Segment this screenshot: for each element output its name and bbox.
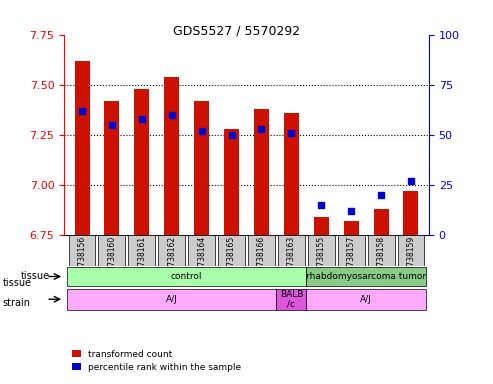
Bar xyxy=(403,190,419,235)
Bar xyxy=(74,61,90,235)
Bar xyxy=(105,101,119,235)
FancyBboxPatch shape xyxy=(188,235,215,266)
Bar xyxy=(314,217,329,235)
Bar xyxy=(135,89,149,235)
Text: GSM738162: GSM738162 xyxy=(167,236,176,282)
Text: tissue: tissue xyxy=(2,278,32,288)
FancyBboxPatch shape xyxy=(67,266,306,286)
FancyBboxPatch shape xyxy=(248,235,275,266)
Text: rhabdomyosarcoma tumor: rhabdomyosarcoma tumor xyxy=(306,272,426,281)
Text: A/J: A/J xyxy=(166,295,177,304)
Text: tissue: tissue xyxy=(20,271,49,281)
Bar xyxy=(164,76,179,235)
Text: GSM738161: GSM738161 xyxy=(138,236,146,282)
FancyBboxPatch shape xyxy=(306,289,426,310)
FancyBboxPatch shape xyxy=(158,235,185,266)
Text: GSM738164: GSM738164 xyxy=(197,236,206,283)
FancyBboxPatch shape xyxy=(338,235,365,266)
FancyBboxPatch shape xyxy=(278,235,305,266)
Bar xyxy=(284,113,299,235)
Text: GSM738163: GSM738163 xyxy=(287,236,296,283)
FancyBboxPatch shape xyxy=(368,235,394,266)
Text: GSM738160: GSM738160 xyxy=(107,236,116,283)
FancyBboxPatch shape xyxy=(99,235,125,266)
Text: GSM738166: GSM738166 xyxy=(257,236,266,283)
FancyBboxPatch shape xyxy=(67,289,277,310)
FancyBboxPatch shape xyxy=(308,235,335,266)
FancyBboxPatch shape xyxy=(397,235,424,266)
Text: control: control xyxy=(171,272,203,281)
FancyBboxPatch shape xyxy=(306,266,426,286)
Text: GSM738158: GSM738158 xyxy=(377,236,386,282)
Bar xyxy=(374,209,388,235)
FancyBboxPatch shape xyxy=(218,235,245,266)
Bar xyxy=(194,101,209,235)
Text: GSM738156: GSM738156 xyxy=(77,236,87,283)
Text: BALB
/c: BALB /c xyxy=(280,290,303,309)
Legend: transformed count, percentile rank within the sample: transformed count, percentile rank withi… xyxy=(69,346,245,376)
Text: GDS5527 / 5570292: GDS5527 / 5570292 xyxy=(173,25,300,38)
Bar xyxy=(254,109,269,235)
Text: GSM738165: GSM738165 xyxy=(227,236,236,283)
Bar xyxy=(224,129,239,235)
FancyBboxPatch shape xyxy=(128,235,155,266)
FancyBboxPatch shape xyxy=(69,235,96,266)
Text: GSM738159: GSM738159 xyxy=(406,236,416,283)
Text: A/J: A/J xyxy=(360,295,372,304)
Bar xyxy=(344,221,358,235)
Text: strain: strain xyxy=(2,298,31,308)
Text: GSM738157: GSM738157 xyxy=(347,236,355,283)
FancyBboxPatch shape xyxy=(277,289,306,310)
Text: GSM738155: GSM738155 xyxy=(317,236,326,283)
